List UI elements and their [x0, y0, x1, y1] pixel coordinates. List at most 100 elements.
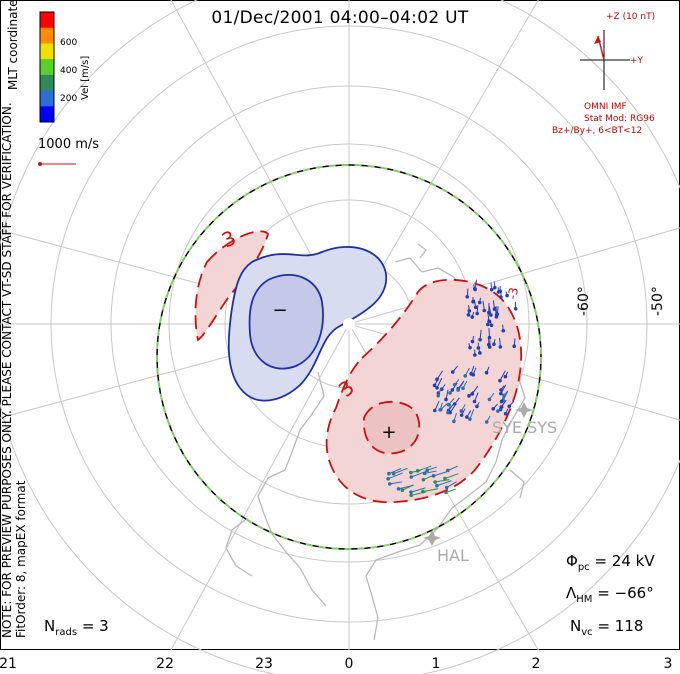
velocity-vector-tail [433, 471, 448, 477]
velocity-vector-dot [496, 290, 501, 294]
imf-source: OMNI IMF [584, 102, 627, 112]
velocity-vector-dot [409, 470, 413, 475]
mlt-label-0: 0 [344, 656, 354, 672]
latitude-label-50: -50° [650, 286, 666, 316]
velocity-vector-dot [478, 351, 482, 355]
velocity-vector-dot [498, 345, 503, 349]
velocity-vector-dot [421, 477, 426, 482]
negative-cell-marker: − [272, 300, 287, 321]
velocity-vector-tail [410, 487, 426, 493]
velocity-vector-dot [421, 489, 425, 494]
imf-z-label: +Z (10 nT) [606, 12, 656, 22]
velocity-vector-tail [446, 481, 457, 488]
mlt-label-2: 2 [531, 656, 541, 672]
preview-notice: NOTE: FOR PREVIEW PURPOSES ONLY. PLEASE … [0, 102, 14, 638]
velocity-vector-dot [498, 378, 502, 383]
velocity-vector-dot [501, 328, 506, 333]
velocity-vector-dot [435, 386, 439, 390]
velocity-vector-dot [409, 490, 413, 494]
colorbar-tick-600: 600 [60, 38, 78, 48]
velocity-vector-dot [443, 476, 447, 481]
velocity-vector-dot [472, 399, 477, 404]
velocity-vector-dot [472, 286, 477, 291]
velocity-vector-dot [478, 337, 482, 342]
contour-label-dawn-upper: -3 [505, 286, 521, 300]
velocity-vector-dot [503, 374, 508, 379]
velocity-vector-dot [499, 391, 503, 396]
velocity-vector-dot [468, 417, 472, 421]
colorbar-segment [40, 106, 54, 123]
velocity-vector-dot [439, 387, 444, 391]
colorbar-segment [40, 27, 54, 44]
cross-polar-potential: Φpc = 24 kV [566, 552, 655, 573]
velocity-vector-dot [387, 482, 392, 486]
velocity-vector-dot [468, 345, 472, 350]
velocity-vector-dot [507, 404, 512, 409]
velocity-vector-dot [459, 413, 464, 417]
velocity-vector-tail [499, 370, 506, 381]
colorbar-segment [40, 90, 54, 107]
velocity-vector-tail [424, 470, 437, 474]
imf-stat-mod: Stat Mod: RG96 [584, 114, 655, 124]
radar-count: Nrads = 3 [44, 617, 109, 638]
velocity-vector-dot [459, 409, 464, 413]
velocity-vector-tail [389, 481, 403, 485]
velocity-vector-dot [470, 339, 475, 344]
latitude-label-60: -60° [576, 286, 592, 316]
station-marker-sye [515, 402, 533, 418]
station-label-sye-sys: SYE SYS [492, 418, 558, 437]
velocity-vector-dot [387, 471, 391, 476]
velocity-vector-dot [487, 397, 492, 402]
velocity-vector-tail [411, 470, 427, 478]
velocity-vector-dot [465, 295, 470, 299]
positive-cell-inner [363, 400, 421, 455]
velocity-vector-tail [436, 480, 452, 487]
mlt-label-22: 22 [156, 656, 174, 672]
magnetic-pole-dot [343, 318, 355, 330]
velocity-vector-dot [438, 407, 443, 412]
velocity-vector-dot [512, 344, 516, 349]
imf-condition: Bz+/By+, 6<BT<12 [552, 126, 643, 136]
velocity-vector-dot [409, 493, 413, 498]
colorbar-segment [40, 74, 54, 92]
velocity-vector-dot [475, 311, 479, 316]
velocity-vector-dot [432, 383, 437, 388]
velocity-vector-dot [486, 322, 490, 327]
velocity-vector-dot [489, 313, 493, 317]
velocity-vector-tail [422, 488, 439, 493]
imf-y-label: +Y [630, 56, 644, 66]
velocity-vector-dot [505, 293, 509, 298]
velocity-vector-dot [400, 488, 405, 493]
velocity-vector-dot [487, 335, 492, 340]
velocity-vector-dot [465, 415, 469, 419]
velocity-vector-dot [489, 287, 494, 292]
velocity-vector-tail [436, 377, 443, 389]
velocity-vector-dot [431, 474, 436, 478]
velocity-vector-tail [417, 465, 432, 472]
mlt-coordinates-label: MLT coordinates [6, 0, 20, 90]
station-label-hal: HAL [437, 546, 469, 565]
mlt-label-21: 21 [0, 656, 17, 672]
colorbar-segment [40, 12, 54, 29]
colorbar-segment [40, 43, 54, 60]
velocity-vector-dot [415, 469, 420, 473]
velocity-vector-dot [496, 409, 500, 413]
colorbar-label: Vel [m/s] [80, 55, 91, 100]
velocity-vector-dot [482, 308, 487, 313]
velocity-vector-dot [467, 394, 471, 398]
velocity-vector-dot [396, 487, 401, 491]
velocity-vector-dot [446, 410, 450, 415]
velocity-vector-tail [393, 467, 408, 475]
velocity-vector-dot [484, 370, 489, 375]
velocity-vector-dot [484, 420, 489, 424]
velocity-vector-dot [492, 342, 496, 346]
velocity-vector-dot [493, 285, 497, 290]
velocity-vector-dot [448, 391, 452, 395]
fit-order-label: FitOrder: 8, mapEX format [14, 480, 28, 638]
velocity-vector-dot [452, 402, 457, 406]
velocity-vector-dot [452, 382, 457, 387]
velocity-vector-tail [388, 468, 402, 475]
velocity-vector-dot [494, 315, 499, 319]
vector-count: Nvc = 118 [570, 617, 644, 638]
